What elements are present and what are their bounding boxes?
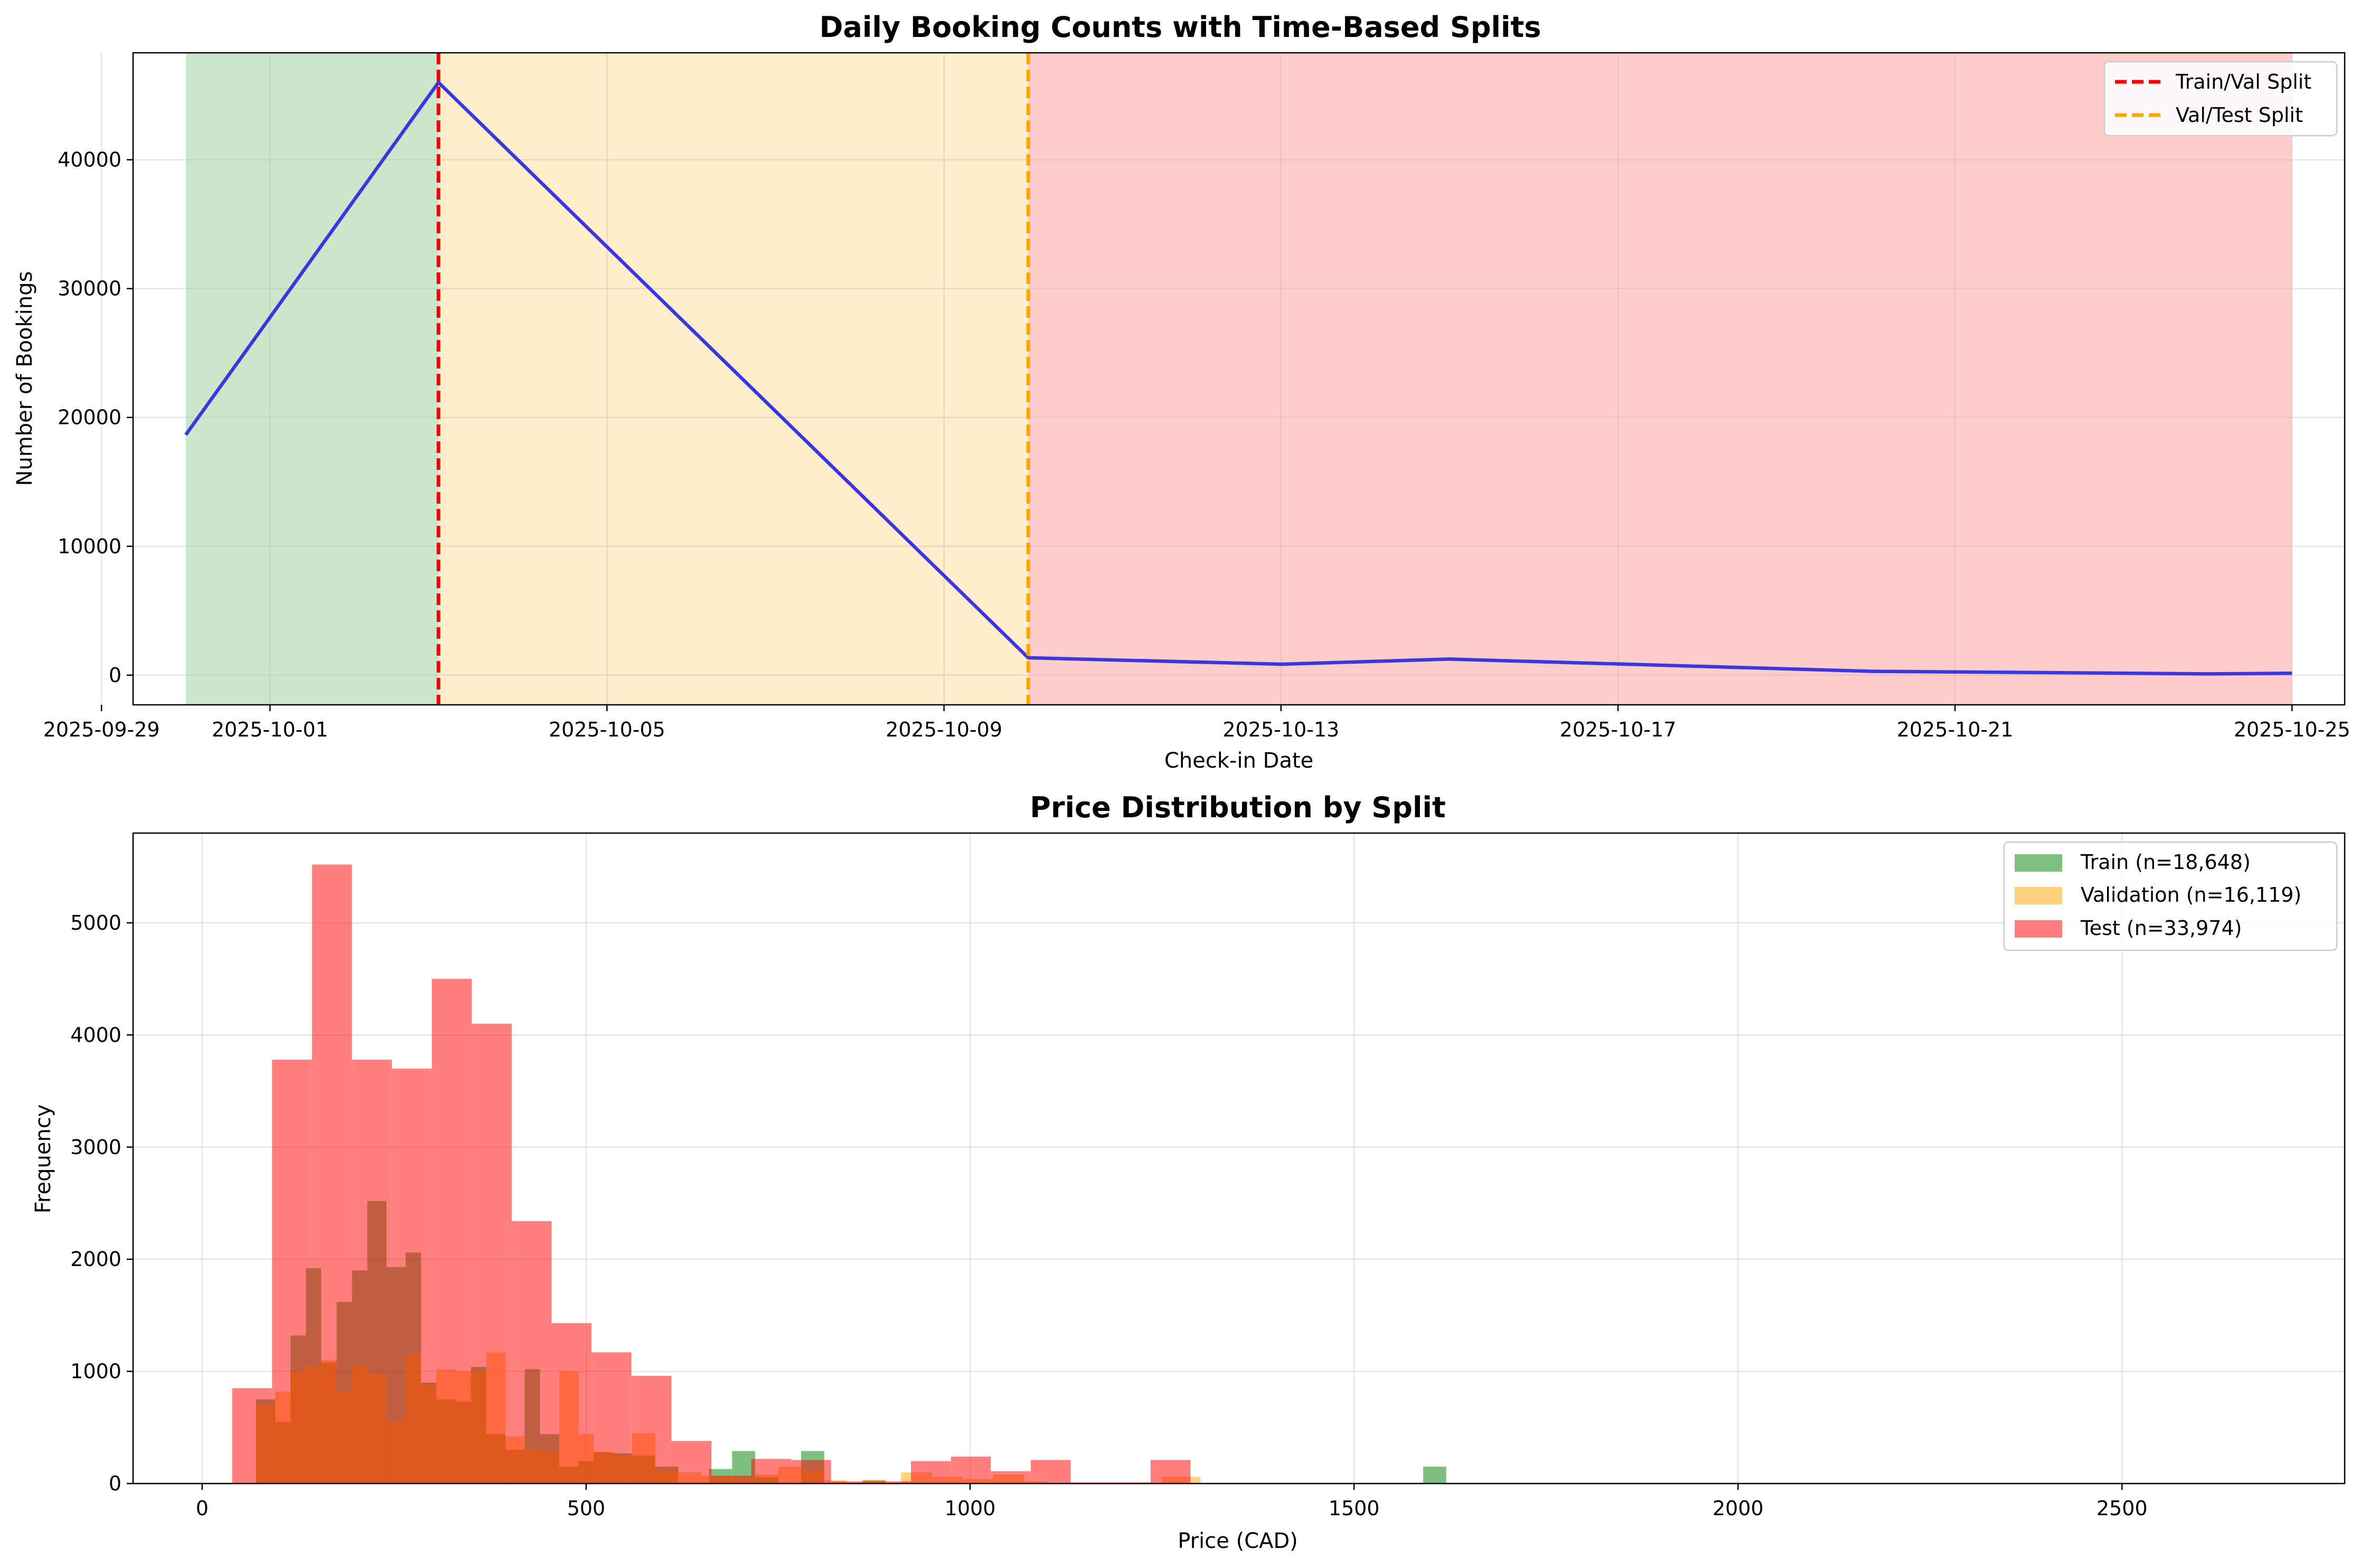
chart1-series bbox=[184, 80, 2292, 676]
x-tick-label: 500 bbox=[567, 1497, 606, 1520]
chart1-y-axis-label: Number of Bookings bbox=[13, 271, 37, 486]
histogram-bar-test bbox=[272, 1060, 312, 1484]
legend-label-validation: Validation (n=16,119) bbox=[2081, 883, 2301, 906]
legend-frame bbox=[2103, 61, 2338, 137]
region-test bbox=[1028, 53, 2292, 705]
y-tick-label: 0 bbox=[109, 664, 121, 687]
chart2-axes-frame bbox=[132, 832, 2346, 1485]
histogram-bar-test bbox=[951, 1457, 991, 1484]
x-tick-label: 2025-10-13 bbox=[1223, 718, 1339, 741]
y-tick-label: 10000 bbox=[58, 535, 121, 558]
chart2-y-axis-label: Frequency bbox=[31, 1104, 55, 1214]
y-tick-label: 2000 bbox=[70, 1248, 121, 1271]
x-tick-label: 2025-10-21 bbox=[1897, 718, 2014, 741]
histogram-bar-test bbox=[871, 1481, 911, 1484]
histogram-bar-test bbox=[431, 979, 472, 1484]
histogram-bar-train bbox=[1423, 1467, 1446, 1484]
y-tick-label: 30000 bbox=[58, 277, 121, 300]
histogram-bar-test bbox=[991, 1471, 1031, 1484]
chart1-y-ticks: 0 10000 20000 30000 40000 bbox=[58, 148, 133, 687]
histogram-bar-test bbox=[232, 1388, 272, 1484]
y-tick-label: 0 bbox=[109, 1472, 121, 1495]
histogram-bar-test bbox=[472, 1024, 512, 1484]
histogram-bar-test bbox=[1150, 1460, 1191, 1484]
y-tick-label: 20000 bbox=[58, 406, 121, 429]
split-lines bbox=[436, 53, 1030, 705]
x-tick-label: 0 bbox=[196, 1497, 209, 1520]
histogram-bar-test bbox=[911, 1461, 951, 1484]
chart1-grid bbox=[100, 53, 2345, 705]
legend-swatch-test bbox=[2015, 920, 2062, 938]
histogram-bar-test bbox=[791, 1460, 831, 1484]
chart1-legend: Train/Val Split Val/Test Split bbox=[2103, 61, 2338, 137]
legend-label-train-val: Train/Val Split bbox=[2175, 70, 2311, 93]
histogram-bar-test bbox=[551, 1323, 592, 1484]
x-tick-label: 2000 bbox=[1713, 1497, 1764, 1520]
legend-label-train: Train (n=18,648) bbox=[2080, 851, 2251, 874]
histogram-bar-test bbox=[1030, 1460, 1071, 1484]
chart2-bars bbox=[232, 864, 1446, 1484]
split-regions bbox=[185, 53, 2292, 705]
y-tick-label: 5000 bbox=[70, 911, 121, 934]
x-tick-label: 2025-09-29 bbox=[43, 718, 160, 741]
x-tick-label: 2025-10-25 bbox=[2234, 718, 2350, 741]
histogram-chart: Price Distribution by Split 0 500 1000 1500… bbox=[31, 791, 2346, 1553]
histogram-bar-test bbox=[511, 1221, 552, 1484]
y-tick-label: 3000 bbox=[70, 1136, 121, 1159]
x-tick-label: 1500 bbox=[1329, 1497, 1380, 1520]
line-chart: Daily Booking Counts with Time-Based Spl… bbox=[13, 11, 2350, 773]
legend-label-test: Test (n=33,974) bbox=[2080, 917, 2242, 940]
region-validation bbox=[438, 53, 1029, 705]
histogram-bar-test bbox=[352, 1060, 392, 1484]
y-tick-label: 40000 bbox=[58, 148, 121, 172]
chart2-y-ticks: 0 1000 2000 3000 4000 5000 bbox=[70, 911, 133, 1495]
series-test bbox=[232, 864, 1191, 1484]
histogram-bar-test bbox=[392, 1069, 432, 1484]
chart2-x-ticks: 0 500 1000 1500 2000 2500 bbox=[196, 1484, 2148, 1520]
histogram-bar-test bbox=[711, 1476, 751, 1484]
chart2-legend: Train (n=18,648) Validation (n=16,119) T… bbox=[2003, 841, 2338, 951]
x-tick-label: 2500 bbox=[2096, 1497, 2148, 1520]
histogram-bar-test bbox=[591, 1352, 632, 1484]
chart1-title: Daily Booking Counts with Time-Based Spl… bbox=[820, 11, 1541, 44]
chart2-x-axis-label: Price (CAD) bbox=[1178, 1529, 1298, 1553]
histogram-bar-test bbox=[631, 1376, 672, 1484]
x-tick-label: 2025-10-01 bbox=[212, 718, 328, 741]
y-tick-label: 1000 bbox=[70, 1360, 121, 1383]
legend-label-val-test: Val/Test Split bbox=[2176, 103, 2303, 127]
series-line bbox=[184, 80, 2292, 676]
chart1-x-ticks: 2025-09-29 2025-10-01 2025-10-05 2025-10-09… bbox=[43, 705, 2350, 741]
legend-swatch-validation bbox=[2015, 887, 2062, 904]
histogram-bar-test bbox=[312, 864, 352, 1484]
histogram-bar-test bbox=[671, 1441, 711, 1484]
chart1-axes-frame bbox=[132, 52, 2346, 706]
chart1-x-axis-label: Check-in Date bbox=[1164, 749, 1313, 773]
histogram-bar-test bbox=[831, 1481, 871, 1484]
legend-swatch-train bbox=[2015, 854, 2062, 872]
legend-frame bbox=[2003, 841, 2338, 951]
histogram-bar-test bbox=[751, 1459, 792, 1484]
x-tick-label: 2025-10-17 bbox=[1560, 718, 1677, 741]
y-tick-label: 4000 bbox=[70, 1023, 121, 1046]
region-train bbox=[185, 53, 439, 705]
x-tick-label: 1000 bbox=[945, 1497, 996, 1520]
x-tick-label: 2025-10-05 bbox=[549, 718, 665, 741]
x-tick-label: 2025-10-09 bbox=[886, 718, 1002, 741]
chart2-title: Price Distribution by Split bbox=[1030, 791, 1445, 824]
